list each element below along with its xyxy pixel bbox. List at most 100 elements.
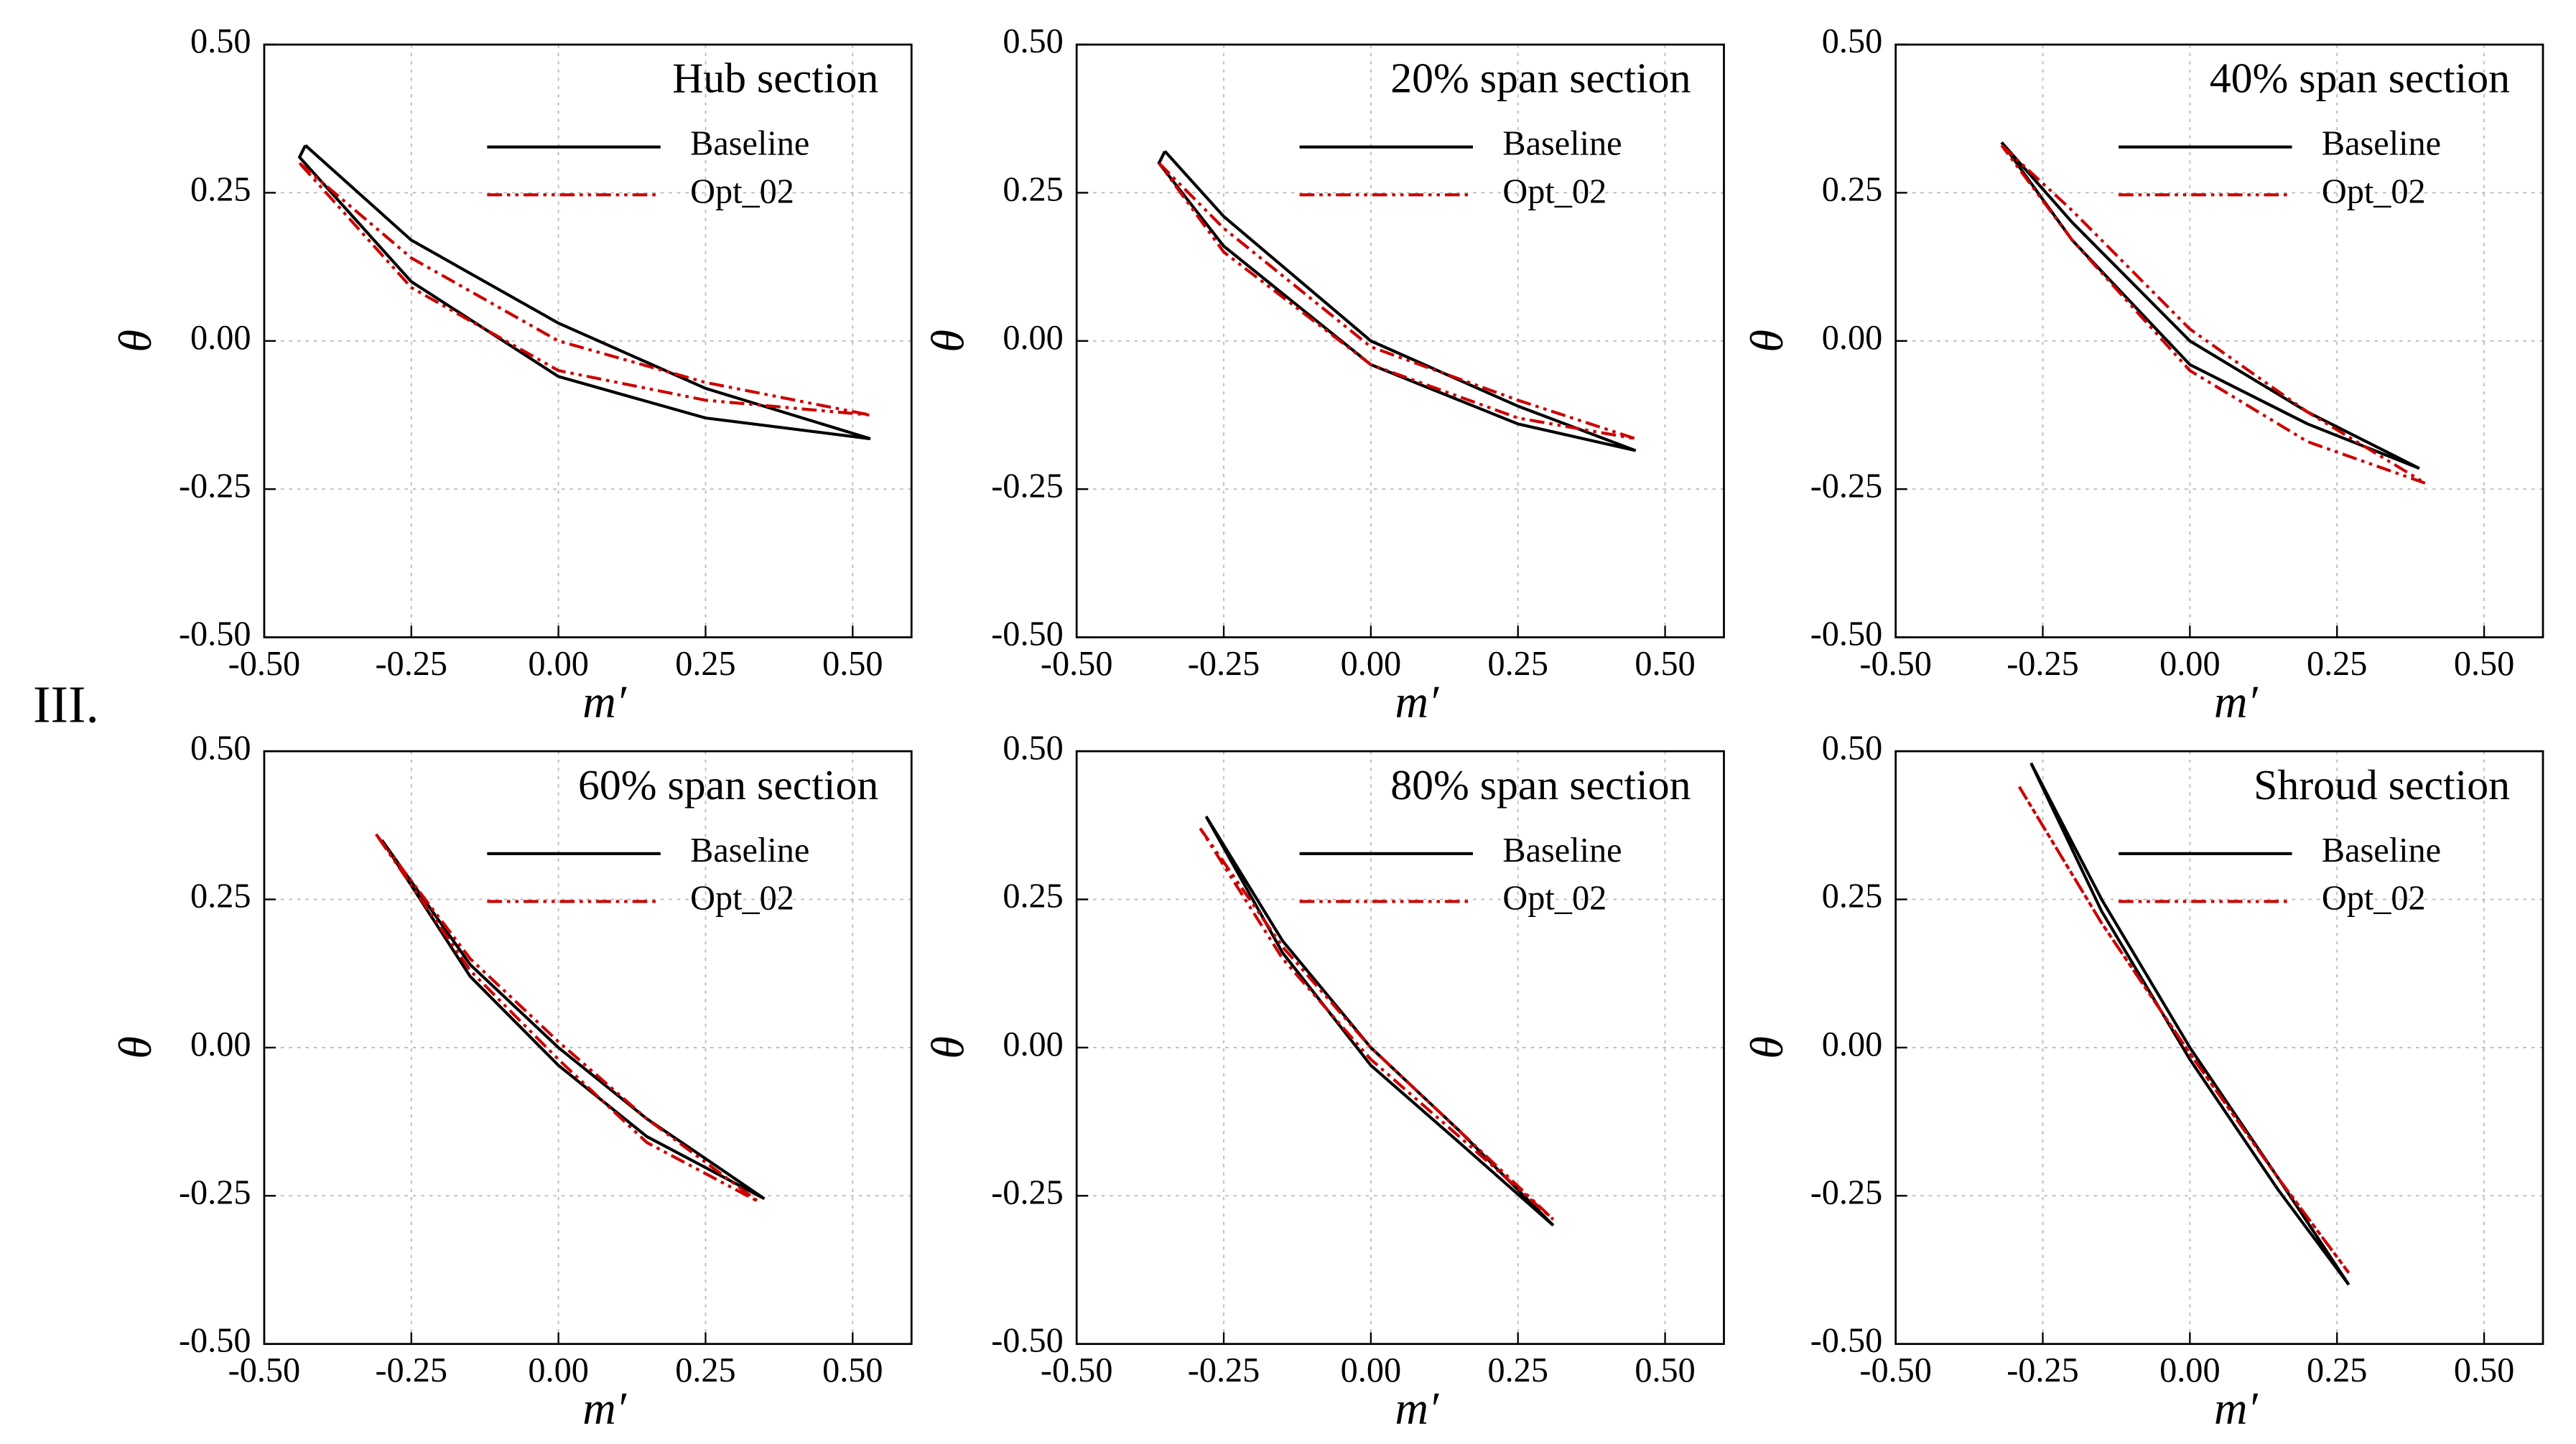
panel-title: Hub section [672, 55, 878, 102]
legend-label: Baseline [2322, 125, 2441, 163]
series-line [381, 839, 766, 1201]
y-axis-label: θ [923, 330, 974, 353]
series-line [374, 833, 760, 1203]
y-tick-label: 0.25 [190, 171, 251, 209]
legend-label: Opt_02 [690, 880, 794, 918]
x-axis-label: m′ [1395, 676, 1439, 727]
y-tick-label: -0.25 [179, 1173, 251, 1211]
y-tick-label: -0.50 [1810, 615, 1883, 653]
x-tick-label: -0.50 [1041, 1351, 1113, 1389]
panel: -0.50 -0.25 0.00 0.25 0.50 -0.50 -0.25 0.00 0.25… [110, 729, 913, 1434]
y-axis-label: θ [1742, 330, 1792, 353]
series-line [298, 162, 871, 417]
y-tick-label: 0.00 [1822, 319, 1882, 357]
y-tick-label: 0.00 [1003, 319, 1063, 357]
y-tick-label: 0.50 [190, 22, 251, 60]
y-axis-label: θ [110, 330, 161, 353]
x-tick-label: -0.50 [1859, 1351, 1932, 1389]
y-tick-label: -0.50 [1810, 1322, 1883, 1360]
x-tick-label: 0.25 [2307, 645, 2367, 683]
legend-label: Baseline [1502, 832, 1622, 870]
x-tick-label: -0.25 [2007, 645, 2079, 683]
plot-frame [263, 43, 913, 638]
x-axis-label: m′ [582, 676, 626, 727]
x-tick-label: -0.25 [375, 1351, 447, 1389]
series-line [1158, 162, 1637, 441]
series-line [2029, 762, 2351, 1286]
y-tick-label: -0.50 [991, 615, 1064, 653]
panel: -0.50 -0.25 0.00 0.25 0.50 -0.50 -0.25 0.00 0.25… [1742, 729, 2544, 1434]
x-tick-label: 0.50 [822, 645, 883, 683]
plot-frame [263, 750, 913, 1346]
x-tick-label: 0.00 [2159, 645, 2220, 683]
panel-title: Shroud section [2254, 761, 2510, 809]
x-tick-label: 0.00 [1341, 645, 1401, 683]
y-tick-label: 0.00 [1003, 1025, 1063, 1063]
plot-frame [1894, 43, 2544, 638]
y-tick-label: -0.50 [179, 615, 251, 653]
series-line [297, 144, 871, 441]
legend-label: Opt_02 [2322, 172, 2426, 210]
x-tick-label: -0.25 [375, 645, 447, 683]
panel: -0.50 -0.25 0.00 0.25 0.50 -0.50 -0.25 0.00 0.25… [923, 729, 1725, 1434]
panel-title: 80% span section [1390, 761, 1691, 809]
x-tick-label: -0.50 [228, 645, 301, 683]
x-tick-label: 0.00 [528, 645, 588, 683]
legend-label: Opt_02 [1502, 172, 1606, 210]
panel-title: 20% span section [1390, 55, 1691, 102]
x-tick-label: 0.50 [822, 1351, 883, 1389]
y-tick-label: 0.00 [190, 1025, 251, 1063]
y-tick-label: 0.25 [190, 877, 251, 916]
panel: -0.50 -0.25 0.00 0.25 0.50 -0.50 -0.25 0.00 0.25… [923, 22, 1725, 727]
x-tick-label: 0.25 [675, 645, 735, 683]
x-tick-label: -0.25 [1188, 1351, 1260, 1389]
y-tick-label: -0.25 [1810, 467, 1883, 505]
legend-label: Baseline [1502, 125, 1622, 163]
y-tick-label: -0.50 [991, 1322, 1064, 1360]
x-tick-label: 0.50 [1635, 1351, 1695, 1389]
panel-title: 60% span section [578, 761, 878, 809]
y-tick-label: 0.00 [190, 319, 251, 357]
y-tick-label: 0.25 [1003, 877, 1063, 916]
series-line [2000, 141, 2420, 470]
y-tick-label: -0.25 [991, 1173, 1064, 1211]
x-tick-label: -0.50 [1041, 645, 1113, 683]
plot-frame [1075, 750, 1725, 1346]
y-tick-label: -0.50 [179, 1322, 251, 1360]
y-tick-label: -0.25 [179, 467, 251, 505]
legend-label: Baseline [2322, 832, 2441, 870]
y-axis-label: θ [110, 1036, 161, 1059]
plot-frame [1894, 750, 2544, 1346]
plot-frame [1075, 43, 1725, 638]
x-tick-label: 0.00 [1341, 1351, 1401, 1389]
y-tick-label: 0.25 [1822, 171, 1882, 209]
legend-label: Baseline [690, 125, 809, 163]
x-tick-label: 0.50 [2454, 1351, 2514, 1389]
series-line [1157, 150, 1637, 452]
x-axis-label: m′ [2214, 676, 2258, 727]
series-line [2000, 144, 2427, 485]
series-line [1204, 815, 1555, 1227]
figure-label: III. [33, 675, 99, 734]
y-tick-label: 0.25 [1003, 171, 1063, 209]
x-tick-label: -0.25 [1188, 645, 1260, 683]
x-tick-label: 0.25 [2307, 1351, 2367, 1389]
y-tick-label: 0.00 [1822, 1025, 1882, 1063]
y-tick-label: 0.50 [1003, 729, 1063, 767]
x-tick-label: 0.50 [2454, 645, 2514, 683]
x-axis-label: m′ [1395, 1383, 1439, 1434]
y-tick-label: 0.50 [190, 729, 251, 767]
x-tick-label: -0.50 [228, 1351, 301, 1389]
x-tick-label: 0.50 [1635, 645, 1695, 683]
x-tick-label: 0.25 [1488, 645, 1548, 683]
x-tick-label: -0.50 [1859, 645, 1932, 683]
x-tick-label: -0.25 [2007, 1351, 2079, 1389]
y-tick-label: 0.50 [1003, 22, 1063, 60]
y-tick-label: 0.50 [1822, 729, 1882, 767]
x-tick-label: 0.00 [528, 1351, 588, 1389]
legend-label: Baseline [690, 832, 809, 870]
panel: -0.50 -0.25 0.00 0.25 0.50 -0.50 -0.25 0.00 0.25… [1742, 22, 2544, 727]
panel-title: 40% span section [2210, 55, 2510, 102]
